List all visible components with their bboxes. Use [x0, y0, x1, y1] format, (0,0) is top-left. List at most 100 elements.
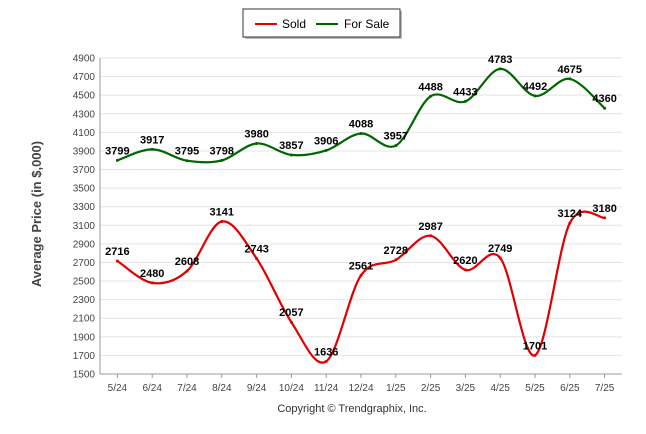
x-tick-label: 8/24 — [212, 383, 232, 394]
for-sale-point[interactable] — [603, 106, 607, 110]
for-sale-data-label: 3957 — [384, 131, 408, 143]
for-sale-point[interactable] — [150, 147, 154, 151]
sold-point[interactable] — [324, 359, 328, 363]
for-sale-point[interactable] — [359, 131, 363, 135]
y-tick-label: 3500 — [73, 184, 96, 195]
for-sale-data-label: 4492 — [523, 81, 547, 93]
y-tick-label: 3300 — [73, 202, 96, 213]
sold-point[interactable] — [429, 234, 433, 238]
y-tick-label: 4900 — [73, 54, 96, 65]
sold-data-label: 2561 — [349, 260, 373, 272]
for-sale-point[interactable] — [429, 94, 433, 98]
for-sale-point[interactable] — [115, 158, 119, 162]
x-tick-label: 6/25 — [560, 383, 580, 394]
x-tick-label: 6/24 — [142, 383, 162, 394]
y-tick-label: 4500 — [73, 91, 96, 102]
sold-point[interactable] — [498, 256, 502, 260]
sold-data-label: 2057 — [279, 307, 303, 319]
data-labels: 2716 2480 2608 3141 2743 2057 1636 2561 2728 2987… — [105, 54, 617, 358]
for-sale-point[interactable] — [463, 99, 467, 103]
sold-point[interactable] — [359, 273, 363, 277]
for-sale-data-label: 4488 — [418, 81, 442, 93]
axes: 1500 1700 1900 2100 2300 2500 2700 2900 3100 3300… — [73, 54, 622, 394]
sold-point[interactable] — [220, 219, 224, 223]
series-lines — [115, 67, 607, 364]
y-tick-label: 2300 — [73, 295, 96, 306]
for-sale-data-label: 3798 — [210, 145, 234, 157]
for-sale-data-label: 4360 — [592, 93, 616, 105]
sold-data-label: 2480 — [140, 268, 164, 280]
for-sale-point[interactable] — [533, 94, 537, 98]
y-tick-label: 2500 — [73, 277, 96, 288]
for-sale-point[interactable] — [568, 77, 572, 81]
for-sale-point[interactable] — [324, 148, 328, 152]
sold-data-label: 3180 — [592, 203, 616, 215]
for-sale-data-label: 3795 — [175, 146, 199, 158]
for-sale-point[interactable] — [220, 158, 224, 162]
y-tick-label: 2700 — [73, 258, 96, 269]
y-tick-label: 1900 — [73, 332, 96, 343]
sold-data-label: 2987 — [418, 221, 442, 233]
sold-point[interactable] — [289, 320, 293, 324]
sold-point[interactable] — [115, 259, 119, 263]
legend[interactable]: Sold For Sale — [242, 8, 402, 39]
y-tick-label: 3900 — [73, 146, 96, 157]
sold-point[interactable] — [394, 258, 398, 262]
legend-sold-label: Sold — [282, 17, 306, 31]
for-sale-data-label: 4675 — [558, 64, 582, 76]
sold-point[interactable] — [533, 353, 537, 357]
sold-data-label: 1701 — [523, 340, 547, 352]
sold-data-label: 2620 — [453, 255, 477, 267]
sold-data-label: 3124 — [558, 208, 583, 220]
sold-data-label: 2728 — [384, 245, 408, 257]
x-tick-label: 2/25 — [421, 383, 441, 394]
sold-point[interactable] — [568, 221, 572, 225]
sold-point[interactable] — [603, 216, 607, 220]
x-tick-label: 11/24 — [314, 383, 339, 394]
for-sale-point[interactable] — [289, 153, 293, 157]
sold-data-label: 1636 — [314, 346, 338, 358]
y-axis-title: Average Price (in $,000) — [29, 141, 44, 287]
for-sale-data-label: 4088 — [349, 118, 373, 130]
x-tick-label: 7/24 — [177, 383, 197, 394]
for-sale-point[interactable] — [255, 142, 259, 146]
sold-data-label: 2749 — [488, 243, 512, 255]
for-sale-data-label: 3917 — [140, 134, 164, 146]
y-tick-label: 1500 — [73, 370, 96, 381]
for-sale-data-label: 4433 — [453, 86, 477, 98]
sold-point[interactable] — [185, 269, 189, 273]
x-tick-label: 5/24 — [108, 383, 128, 394]
for-sale-point[interactable] — [498, 67, 502, 71]
sold-data-label: 2608 — [175, 256, 199, 268]
for-sale-data-label: 4783 — [488, 54, 512, 66]
sold-data-label: 3141 — [210, 206, 234, 218]
x-tick-label: 7/25 — [595, 383, 615, 394]
y-tick-label: 2100 — [73, 314, 96, 325]
copyright-text: Copyright © Trendgraphix, Inc. — [277, 403, 426, 415]
y-tick-label: 2900 — [73, 239, 96, 250]
sold-data-label: 2743 — [244, 243, 268, 255]
sold-point[interactable] — [255, 256, 259, 260]
for-sale-data-label: 3799 — [105, 145, 129, 157]
x-tick-label: 9/24 — [247, 383, 267, 394]
sold-point[interactable] — [463, 268, 467, 272]
for-sale-data-label: 3906 — [314, 135, 338, 147]
for-sale-point[interactable] — [185, 159, 189, 163]
sold-data-label: 2716 — [105, 246, 129, 258]
x-tick-label: 3/25 — [456, 383, 476, 394]
y-tick-label: 3100 — [73, 221, 96, 232]
y-tick-label: 1700 — [73, 351, 96, 362]
for-sale-data-label: 3980 — [244, 129, 268, 141]
x-tick-label: 4/25 — [490, 383, 510, 394]
y-tick-label: 4700 — [73, 72, 96, 83]
for-sale-data-label: 3857 — [279, 140, 303, 152]
x-tick-label: 10/24 — [279, 383, 304, 394]
legend-for-sale-label: For Sale — [344, 17, 390, 31]
for-sale-point[interactable] — [394, 144, 398, 148]
y-tick-label: 4100 — [73, 128, 96, 139]
x-tick-label: 12/24 — [348, 383, 373, 394]
x-tick-label: 1/25 — [386, 383, 406, 394]
y-tick-label: 3700 — [73, 165, 96, 176]
sold-point[interactable] — [150, 281, 154, 285]
